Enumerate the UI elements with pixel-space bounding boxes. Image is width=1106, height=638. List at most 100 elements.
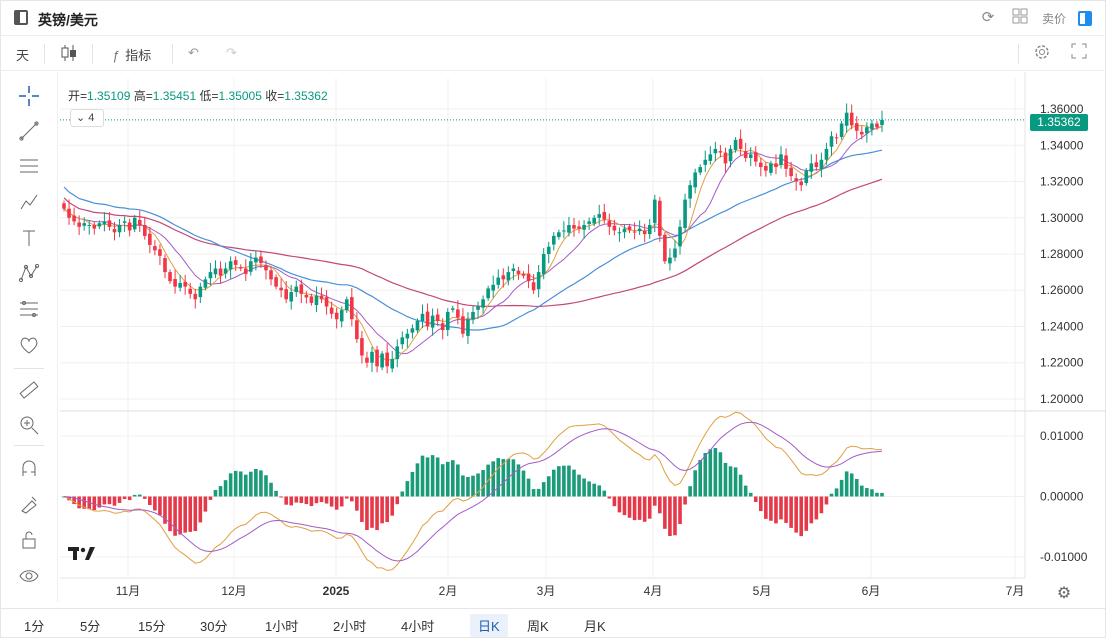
macd-histogram-bar [839,479,844,497]
indicators-button[interactable]: ƒ 指标 [112,45,151,64]
macd-histogram-bar [132,494,137,497]
candle-body [536,272,541,290]
ruler-icon[interactable] [17,378,41,402]
brush-icon[interactable] [17,190,41,214]
candle-body [860,131,864,135]
symbol-title: 英镑/美元 [38,12,98,28]
text-tool-icon[interactable] [17,226,41,250]
interval-option-6[interactable]: 4小时 [401,619,435,634]
macd-histogram-bar [314,496,319,504]
candle-body [193,293,198,300]
candle-type-icon[interactable] [60,43,78,66]
redo-icon[interactable]: ↷ [226,45,237,60]
toolbar-divider [14,368,44,369]
candle-body [77,222,81,227]
lock-drawing-icon[interactable] [17,492,41,516]
horizontal-lines-icon[interactable] [17,154,41,178]
macd-histogram-bar [173,496,177,536]
candle-body [557,232,561,237]
candle-body [875,123,879,128]
macd-histogram-bar [410,471,415,497]
macd-histogram-bar [430,455,435,497]
undo-icon[interactable]: ↶ [188,45,199,60]
candle-body [678,226,682,247]
interval-option-5[interactable]: 2小时 [333,619,367,634]
price-chart[interactable]: 11月 12月 2025 2月 3月 4月 5月 6月 7月 1.36000 1.34000 1.32… [0,0,1106,608]
candle-body [713,148,718,154]
candle-body [531,282,536,291]
price-tick-label: 1.26000 [1040,283,1084,297]
interval-option-4[interactable]: 1小时 [265,619,299,634]
candle-body [814,162,819,168]
candle-body [779,154,783,165]
macd-histogram-bar [602,490,607,497]
favorites-heart-icon[interactable] [17,333,41,357]
crosshair-icon[interactable] [17,84,41,108]
indicator-legend-toggle[interactable]: ⌄ 4 [70,109,104,127]
macd-histogram-bar [481,470,485,497]
candle-body [107,220,112,227]
macd-histogram-bar [456,464,460,497]
fib-levels-icon[interactable] [17,297,41,321]
candle-body [329,307,334,314]
macd-histogram-bar [370,496,374,528]
eye-visibility-icon[interactable] [17,564,41,588]
candle-body [723,152,728,164]
macd-histogram-bar [339,496,344,507]
interval-option-3[interactable]: 30分 [200,619,228,634]
x-tick-label: 2025 [323,584,350,598]
interval-option-0[interactable]: 1分 [24,619,45,634]
interval-selector[interactable]: 天 [16,48,30,63]
pattern-icon[interactable] [17,261,41,285]
symbol-panel-icon[interactable] [14,10,28,25]
macd-histogram-bar [461,475,465,497]
sell-price-toggle[interactable]: 卖价 [1041,11,1066,26]
interval-option-1[interactable]: 5分 [80,619,101,634]
macd-histogram-bar [880,492,884,497]
candle-body [385,352,389,367]
macd-histogram-bar [279,496,283,498]
candle-body [769,163,773,173]
candle-body [259,256,263,264]
candle-body [668,257,672,264]
macd-histogram-bar [304,496,309,505]
grid-layout-icon[interactable] [1010,8,1030,28]
side-panel-icon[interactable] [1078,10,1092,26]
macd-histogram-bar [183,496,187,533]
candle-body [526,273,531,282]
candle-body [658,200,662,236]
candle-body [617,232,622,234]
settings-gear-icon[interactable] [1033,43,1051,64]
interval-option-9[interactable]: 月K [584,619,606,634]
interval-option-2[interactable]: 15分 [138,619,166,634]
macd-histogram-bar [663,496,667,529]
macd-histogram-bar [77,496,81,509]
macd-histogram-bar [476,473,480,497]
macd-histogram-bar [350,496,354,502]
macd-tick-label: -0.01000 [1040,550,1088,564]
fullscreen-icon[interactable] [1071,43,1087,62]
candle-body [380,353,384,368]
macd-histogram-bar [688,486,692,497]
candle-body [799,181,804,186]
macd-histogram-bar [178,496,182,535]
macd-histogram-bar [122,496,127,500]
macd-histogram-bar [223,480,228,497]
zoom-in-icon[interactable] [17,413,41,437]
macd-histogram-bar [774,496,778,524]
macd-histogram-bar [97,496,102,508]
candle-body [218,268,223,276]
magnet-icon[interactable] [17,456,41,480]
interval-option-7[interactable]: 日K [470,614,508,637]
refresh-icon[interactable]: ⟳ [981,9,995,26]
interval-option-8[interactable]: 周K [527,619,549,634]
unlock-icon[interactable] [17,528,41,552]
candle-body [132,217,137,230]
macd-histogram-bar [198,496,203,523]
candle-body [632,231,637,233]
candle-body [804,170,809,183]
x-tick-label: 5月 [753,584,772,598]
macd-histogram-bar [72,496,76,505]
candle-body [854,123,859,131]
trend-line-icon[interactable] [17,119,41,143]
